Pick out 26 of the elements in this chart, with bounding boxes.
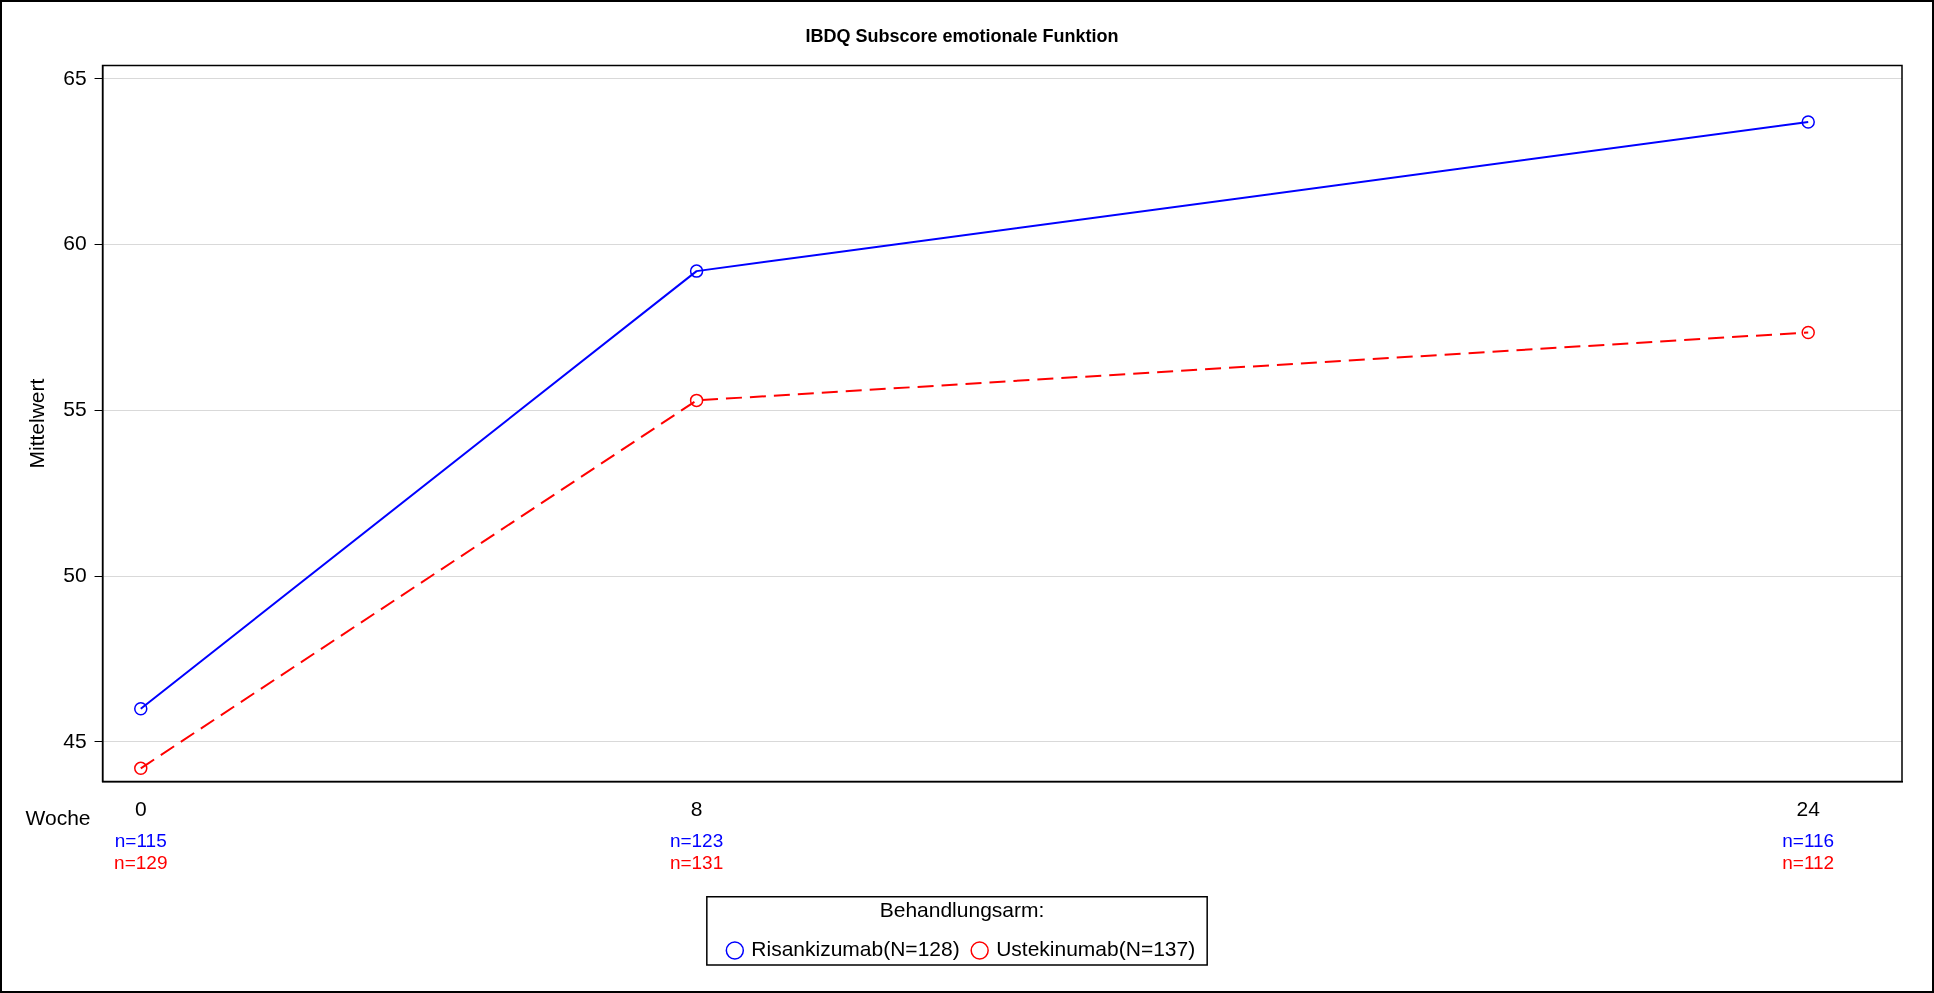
y-axis-title: Mittelwert [25,378,49,469]
text: n=116 [1782,829,1835,851]
y-tick-label: 55 [63,397,87,421]
legend-title: Behandlungsarm: [879,898,1045,922]
text: n=131 [669,851,724,873]
x-tick-label: 8 [690,797,703,820]
text: n=123 [669,829,724,851]
point [1801,325,1815,340]
y-tick-label: 45 [63,728,87,752]
x-tick-label: 24 [1796,797,1821,820]
point [689,393,704,408]
text: n=115 [114,829,167,851]
text: n=112 [1782,851,1835,873]
point [134,761,148,776]
chart-title: IBDQ Subscore emotionale Funktion [805,25,1119,46]
legend-label: Risankizumab(N=128) [751,937,960,961]
y-tick-label: 60 [63,231,87,255]
point [689,264,704,278]
point [1801,115,1815,129]
x-axis-title: Woche [25,806,91,830]
legend-label: Ustekinumab(N=137) [996,937,1196,961]
y-tick-label: 50 [63,562,87,586]
point [134,701,148,716]
y-tick-label: 65 [63,65,87,89]
x-tick-label: 0 [134,797,147,820]
text: n=129 [114,851,168,873]
